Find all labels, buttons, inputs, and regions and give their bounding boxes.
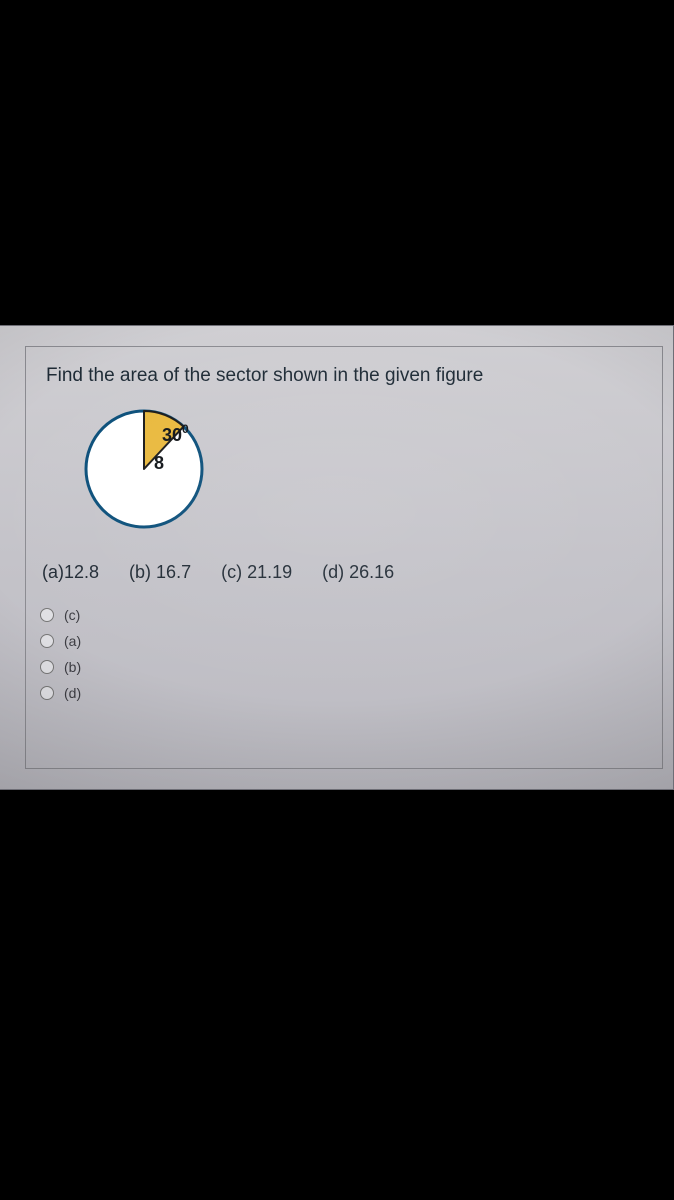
answer-b: (b) 16.7 <box>129 562 191 583</box>
answer-choices-row: (a)12.8 (b) 16.7 (c) 21.19 (d) 26.16 <box>42 562 642 583</box>
svg-text:8: 8 <box>154 453 164 473</box>
sector-svg: 3008 <box>74 399 224 539</box>
option-label: (d) <box>64 685 81 701</box>
radio-icon[interactable] <box>40 660 54 674</box>
question-prompt: Find the area of the sector shown in the… <box>46 365 642 387</box>
radio-icon[interactable] <box>40 686 54 700</box>
answer-c: (c) 21.19 <box>221 562 292 583</box>
option-a[interactable]: (a) <box>40 633 642 649</box>
answer-d: (d) 26.16 <box>322 562 394 583</box>
option-c[interactable]: (c) <box>40 607 642 623</box>
option-label: (c) <box>64 607 80 623</box>
radio-icon[interactable] <box>40 608 54 622</box>
sector-figure: 3008 <box>74 399 642 544</box>
option-label: (a) <box>64 633 81 649</box>
answer-a: (a)12.8 <box>42 562 99 583</box>
radio-options: (c) (a) (b) (d) <box>40 607 642 701</box>
quiz-panel: Find the area of the sector shown in the… <box>0 325 674 790</box>
question-card: Find the area of the sector shown in the… <box>25 346 663 769</box>
option-b[interactable]: (b) <box>40 659 642 675</box>
radio-icon[interactable] <box>40 634 54 648</box>
option-d[interactable]: (d) <box>40 685 642 701</box>
option-label: (b) <box>64 659 81 675</box>
